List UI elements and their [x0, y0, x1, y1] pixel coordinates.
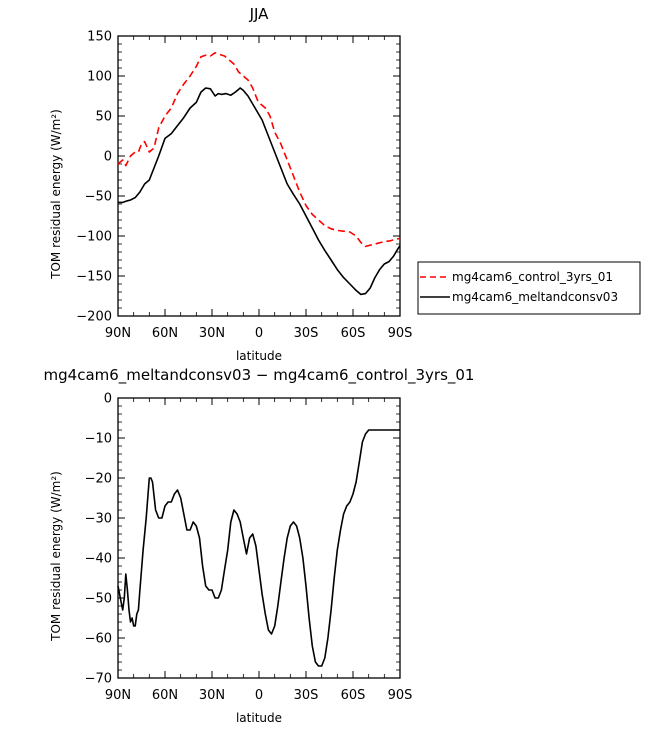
- bottom-chart: mg4cam6_meltandconsv03 − mg4cam6_control…: [44, 366, 475, 725]
- top-xtick-label: 30S: [294, 326, 319, 341]
- bottom-plot-frame: [117, 397, 401, 679]
- top-xtick-label: 90N: [105, 326, 131, 341]
- top-ytick-label: −150: [76, 270, 112, 285]
- bottom-chart-title: mg4cam6_meltandconsv03 − mg4cam6_control…: [44, 366, 475, 385]
- bottom-chart-ylabel: TOM residual energy (W/m²): [49, 471, 63, 642]
- bottom-ytick-label: −70: [85, 672, 112, 687]
- bottom-xtick-label: 60S: [341, 688, 366, 703]
- bottom-ytick-label: −50: [85, 592, 112, 607]
- legend: mg4cam6_control_3yrs_01 mg4cam6_meltandc…: [417, 261, 641, 315]
- legend-label-meltandconsv03: mg4cam6_meltandconsv03: [452, 290, 618, 304]
- bottom-xtick-label: 0: [255, 688, 263, 703]
- top-chart-xlabel: latitude: [236, 349, 282, 363]
- top-ytick-label: 0: [104, 150, 112, 165]
- top-series-mg4cam6-meltandconsv03: [118, 87, 401, 296]
- top-xtick-label: 60S: [341, 326, 366, 341]
- top-ytick-label: −200: [76, 310, 112, 325]
- bottom-xtick-label: 90N: [105, 688, 131, 703]
- bottom-series-difference: [117, 429, 400, 667]
- bottom-ytick-label: −30: [85, 512, 112, 527]
- top-chart-title: JJA: [249, 5, 270, 23]
- top-xtick-label: 60N: [152, 326, 178, 341]
- legend-box: [417, 261, 641, 315]
- top-plot-frame: [117, 35, 401, 317]
- bottom-ytick-label: 0: [104, 392, 112, 407]
- top-xtick-label: 90S: [388, 326, 413, 341]
- bottom-ytick-label: −10: [85, 432, 112, 447]
- top-chart-ylabel: TOM residual energy (W/m²): [49, 109, 63, 280]
- legend-label-control: mg4cam6_control_3yrs_01: [452, 270, 613, 284]
- top-chart: JJA TOM residual energy (W/m²) latitude …: [49, 5, 412, 363]
- top-series-mg4cam6-control-3yrs-01: [117, 51, 401, 248]
- top-ytick-label: 100: [87, 70, 112, 85]
- top-xtick-label: 30N: [199, 326, 225, 341]
- bottom-xtick-label: 30S: [294, 688, 319, 703]
- bottom-xtick-label: 30N: [199, 688, 225, 703]
- bottom-xtick-label: 60N: [152, 688, 178, 703]
- top-xtick-label: 0: [255, 326, 263, 341]
- top-ytick-label: −100: [76, 230, 112, 245]
- top-ytick-label: 50: [95, 110, 112, 125]
- bottom-ytick-label: −60: [85, 632, 112, 647]
- bottom-xtick-label: 90S: [388, 688, 413, 703]
- top-ytick-label: −50: [85, 190, 112, 205]
- bottom-ytick-label: −40: [85, 552, 112, 567]
- bottom-chart-xlabel: latitude: [236, 711, 282, 725]
- top-ytick-label: 150: [87, 30, 112, 45]
- bottom-ytick-label: −20: [85, 472, 112, 487]
